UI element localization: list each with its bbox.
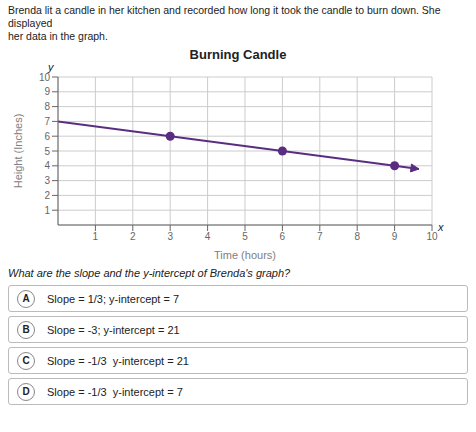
svg-text:7: 7 — [44, 116, 50, 127]
html-text:Brenda lit a candle in her kit: Brenda lit a candle in her kitchen and r… — [8, 4, 441, 29]
svg-text:Height (Inches): Height (Inches) — [12, 114, 24, 189]
html-text:D: D — [22, 386, 30, 397]
svg-text:10: 10 — [39, 72, 51, 83]
html-text:y: y — [48, 61, 54, 73]
svg-text:1: 1 — [93, 231, 99, 242]
html-text:C: C — [22, 355, 30, 366]
html-text:her data in the graph.: her data in the graph. — [8, 30, 108, 42]
html-text:x: x — [438, 221, 444, 233]
svg-text:6: 6 — [44, 131, 50, 142]
svg-text:4: 4 — [44, 160, 50, 171]
svg-text:6: 6 — [280, 231, 286, 242]
html-text:What are the slope and the y-i: What are the slope and the y-intercept o… — [8, 267, 291, 279]
svg-text:3: 3 — [167, 231, 173, 242]
svg-text:5: 5 — [242, 231, 248, 242]
svg-text:8: 8 — [354, 231, 360, 242]
html-text:Burning Candle: Burning Candle — [189, 47, 287, 62]
svg-text:2: 2 — [130, 231, 136, 242]
svg-text:3: 3 — [44, 175, 50, 186]
svg-text:9: 9 — [44, 86, 50, 97]
html-text:Slope = -1/3 y-intercept = 7: Slope = -1/3 y-intercept = 7 — [47, 385, 183, 398]
svg-text:4: 4 — [205, 231, 211, 242]
svg-text:5: 5 — [44, 146, 50, 157]
svg-text:2: 2 — [44, 190, 50, 201]
html-text:A: A — [22, 293, 30, 304]
svg-text:Time (hours): Time (hours) — [214, 249, 276, 261]
html-text:B: B — [22, 324, 30, 335]
svg-text:9: 9 — [392, 231, 398, 242]
html-text:Slope = -3; y-intercept = 21: Slope = -3; y-intercept = 21 — [47, 323, 180, 336]
svg-text:7: 7 — [317, 231, 323, 242]
svg-text:10: 10 — [426, 231, 438, 242]
svg-text:1: 1 — [44, 205, 50, 216]
svg-text:8: 8 — [44, 101, 50, 112]
html-text:Slope = 1/3; y-intercept = 7: Slope = 1/3; y-intercept = 7 — [47, 292, 180, 305]
html-text:Slope = -1/3 y-intercept = 21: Slope = -1/3 y-intercept = 21 — [47, 354, 189, 367]
